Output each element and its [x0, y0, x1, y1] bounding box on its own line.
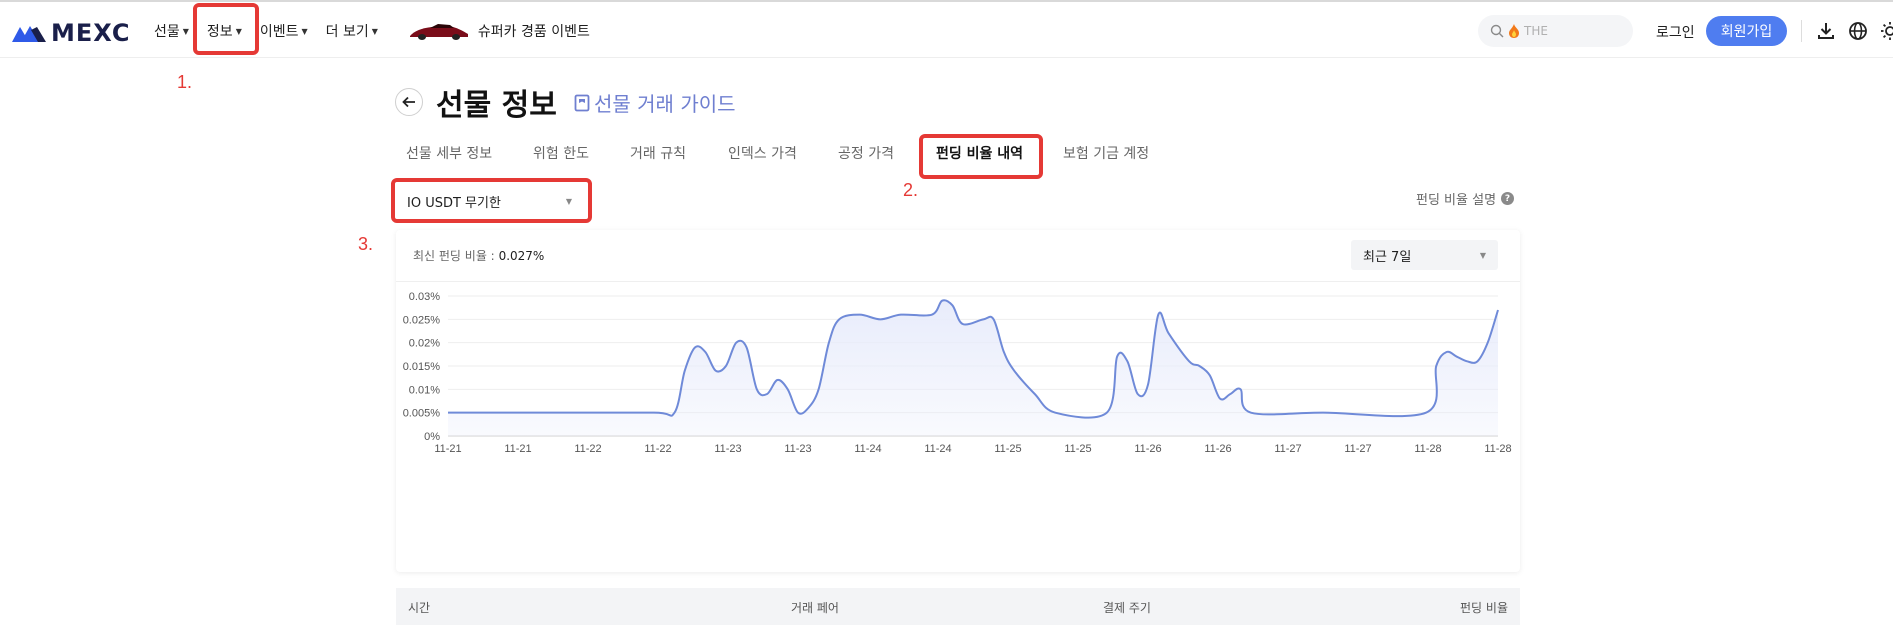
- x-tick-label: 11-23: [714, 443, 741, 455]
- x-tick-label: 11-22: [574, 443, 601, 455]
- caret-down-icon: ▼: [301, 26, 308, 36]
- series-line: [448, 299, 1499, 419]
- x-tick-label: 11-26: [1134, 443, 1161, 455]
- x-tick-label: 11-26: [1204, 443, 1231, 455]
- x-tick-label: 11-21: [504, 443, 531, 455]
- globe-icon[interactable]: [1848, 21, 1868, 41]
- tab-risk-limit[interactable]: 위험 한도: [533, 146, 589, 162]
- x-tick-label: 11-27: [1274, 443, 1301, 455]
- futures-guide-link[interactable]: 선물 거래 가이드: [574, 88, 736, 117]
- funding-rate-explain-link[interactable]: 펀딩 비율 설명 ?: [1416, 189, 1515, 208]
- caret-down-icon: ▼: [371, 26, 378, 36]
- supercar-promo[interactable]: 슈퍼카 경품 이벤트: [408, 20, 590, 42]
- th-funding-rate: 펀딩 비율: [1460, 601, 1508, 615]
- login-link[interactable]: 로그인: [1656, 25, 1695, 41]
- mexc-logo[interactable]: MEXC: [12, 19, 131, 47]
- series-area-fill: [448, 300, 1498, 436]
- caret-down-icon: ▼: [182, 26, 189, 36]
- main-nav: 선물 ▼ 정보 ▼ 이벤트 ▼ 더 보기 ▼ 슈퍼카 경품 이벤트: [154, 20, 590, 42]
- explain-label: 펀딩 비율 설명: [1416, 193, 1497, 208]
- nav-info[interactable]: 정보 ▼: [207, 20, 251, 42]
- step-2-label: 2.: [903, 180, 919, 200]
- th-interval: 결제 주기: [1103, 601, 1151, 615]
- step-3-label: 3.: [358, 234, 374, 254]
- page-title: 선물 정보: [436, 88, 557, 123]
- x-tick-label: 11-28: [1414, 443, 1441, 455]
- download-icon[interactable]: [1816, 21, 1836, 41]
- tab-contract-details[interactable]: 선물 세부 정보: [406, 146, 493, 162]
- guide-book-icon: [574, 94, 590, 111]
- supercar-icon: [409, 24, 468, 40]
- caret-down-icon: ▼: [565, 196, 572, 206]
- tab-index-price[interactable]: 인덱스 가격: [728, 146, 797, 162]
- nav-events-label: 이벤트: [259, 24, 299, 40]
- caret-down-icon: ▼: [1479, 250, 1486, 260]
- x-tick-label: 11-23: [784, 443, 811, 455]
- tab-fair-price[interactable]: 공정 가격: [838, 146, 894, 162]
- tab-trading-rules[interactable]: 거래 규칙: [630, 146, 686, 162]
- nav-info-label: 정보: [206, 24, 233, 40]
- signup-button[interactable]: 회원가입: [1706, 16, 1787, 46]
- nav-futures[interactable]: 선물 ▼: [154, 20, 198, 42]
- top-header: MEXC 선물 ▼ 정보 ▼ 이벤트 ▼ 더 보기 ▼ 슈퍼카 경품 이벤트: [0, 2, 1893, 58]
- nav-more-label: 더 보기: [325, 24, 369, 40]
- caret-down-icon: ▼: [235, 26, 242, 36]
- y-tick-label: 0.025%: [403, 314, 441, 326]
- x-tick-label: 11-27: [1344, 443, 1371, 455]
- funding-chart-card: 최신 펀딩 비율 : 0.027% 최근 7일 ▼ 0% 0.005% 0.01% 0…: [396, 230, 1520, 572]
- x-tick-label: 11-25: [994, 443, 1021, 455]
- y-tick-label: 0.03%: [409, 291, 440, 303]
- arrow-left-icon: [402, 96, 415, 108]
- top-border: [0, 0, 1893, 2]
- x-tick-label: 11-21: [434, 443, 461, 455]
- search-box[interactable]: THE: [1478, 15, 1633, 47]
- tab-funding-rate-history[interactable]: 펀딩 비율 내역: [936, 146, 1024, 162]
- funding-rate-chart[interactable]: 0% 0.005% 0.01% 0.015% 0.02% 0.025% 0.03% 11-21…: [396, 282, 1520, 572]
- latest-label: 최신 펀딩 비율 :: [413, 249, 495, 263]
- question-icon: ?: [1501, 192, 1515, 205]
- y-tick-label: 0.02%: [409, 338, 440, 350]
- search-placeholder: THE: [1524, 24, 1548, 38]
- nav-futures-label: 선물: [154, 24, 180, 40]
- period-select[interactable]: 최근 7일 ▼: [1351, 240, 1498, 270]
- x-tick-label: 11-24: [854, 443, 881, 455]
- tab-insurance-fund[interactable]: 보험 기금 계정: [1063, 146, 1150, 162]
- nav-events[interactable]: 이벤트 ▼: [260, 20, 317, 42]
- x-tick-label: 11-22: [644, 443, 671, 455]
- y-tick-label: 0.015%: [403, 361, 441, 373]
- mexc-logo-mark-icon: [12, 26, 46, 42]
- step-1-label: 1.: [177, 72, 193, 92]
- x-tick-label: 11-28: [1484, 443, 1511, 455]
- period-select-value: 최근 7일: [1363, 249, 1412, 265]
- promo-label: 슈퍼카 경품 이벤트: [477, 24, 590, 40]
- back-button[interactable]: [395, 88, 423, 116]
- fire-icon: [1509, 24, 1519, 38]
- guide-label: 선물 거래 가이드: [594, 92, 736, 116]
- history-table-header: 시간 거래 페어 결제 주기 펀딩 비율: [396, 588, 1520, 625]
- latest-value: 0.027%: [498, 249, 545, 263]
- chart-card-header: 최신 펀딩 비율 : 0.027% 최근 7일 ▼: [396, 230, 1520, 282]
- sun-icon[interactable]: [1880, 21, 1893, 41]
- header-divider: [1801, 20, 1802, 42]
- contract-select[interactable]: IO USDT 무기한 ▼: [398, 186, 584, 216]
- latest-funding-rate: 최신 펀딩 비율 : 0.027%: [413, 247, 544, 264]
- search-icon: [1490, 24, 1504, 38]
- y-tick-label: 0.01%: [409, 384, 440, 396]
- brand-name: MEXC: [51, 19, 131, 47]
- x-tick-label: 11-24: [924, 443, 951, 455]
- x-tick-label: 11-25: [1064, 443, 1091, 455]
- nav-more[interactable]: 더 보기 ▼: [326, 20, 387, 42]
- y-tick-label: 0.005%: [403, 408, 441, 420]
- y-tick-label: 0%: [424, 431, 440, 443]
- th-time: 시간: [408, 601, 431, 615]
- th-pair: 거래 페어: [791, 601, 839, 615]
- contract-select-value: IO USDT 무기한: [407, 195, 501, 211]
